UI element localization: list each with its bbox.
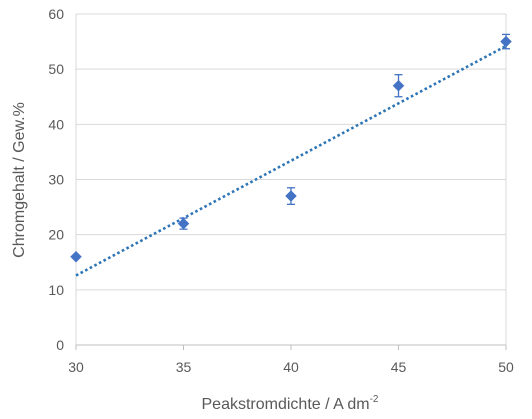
y-axis-title: Chromgehalt / Gew.%: [11, 102, 28, 258]
x-tick-label: 35: [176, 359, 192, 375]
y-tick-label: 0: [56, 337, 64, 353]
data-point-1: [70, 250, 82, 263]
x-axis-title: Peakstromdichte / A dm-2: [202, 394, 379, 413]
data-point-3: [285, 190, 297, 202]
x-tick-label: 45: [391, 359, 407, 375]
y-tick-label: 20: [48, 227, 64, 243]
y-tick-label: 40: [48, 116, 64, 132]
x-axis-title-superscript: -2: [370, 394, 379, 405]
tick-labels: 0 10 20 30 40 50 60 30 35 40 45 50: [48, 6, 514, 375]
data-point-5: [500, 35, 512, 48]
y-tick-label: 50: [48, 61, 64, 77]
data-point-2: [177, 217, 190, 230]
data-point-4: [392, 79, 405, 92]
axes: [75, 14, 507, 350]
x-axis-title-main: Peakstromdichte / A dm: [202, 396, 370, 413]
y-tick-label: 10: [48, 282, 64, 298]
y-tick-label: 30: [48, 172, 64, 188]
x-tick-label: 30: [68, 359, 84, 375]
x-tick-label: 40: [283, 359, 299, 375]
trendline: [75, 44, 507, 277]
data-points: [70, 33, 512, 263]
x-tick-label: 50: [498, 359, 514, 375]
linear-trendline: [75, 44, 507, 277]
gridlines: [76, 13, 506, 346]
y-tick-label: 60: [48, 6, 64, 22]
